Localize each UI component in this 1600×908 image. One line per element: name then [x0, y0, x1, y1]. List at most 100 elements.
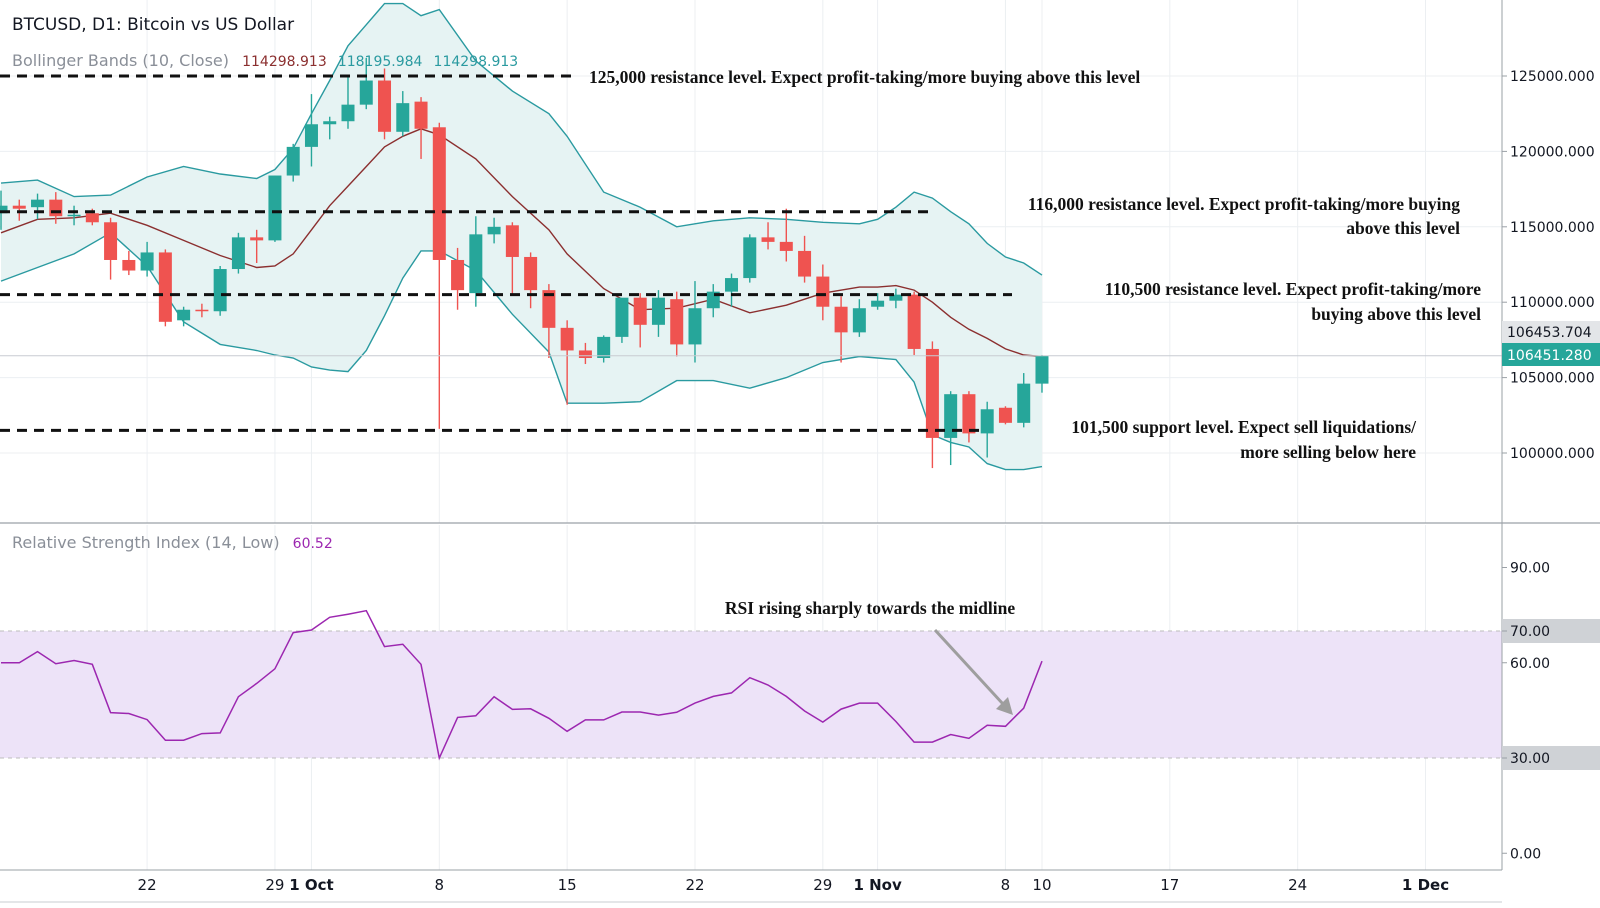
rsi-tick-label-2: 60.00	[1510, 656, 1550, 672]
candle-body	[651, 297, 665, 325]
price-tag-reference-label: 106453.704	[1507, 325, 1592, 341]
candle-day-42	[505, 222, 519, 295]
candle-body	[925, 348, 939, 438]
candle-body	[323, 121, 337, 125]
candle-day-22	[140, 241, 154, 277]
candle-day-36	[396, 91, 410, 137]
candle-body	[104, 222, 118, 260]
bb-lower-line	[0, 231, 1043, 471]
candle-day-57	[779, 208, 793, 262]
rsi-tick-tag-3	[1502, 746, 1600, 770]
date-tick-label-2: 1 Oct	[289, 876, 333, 894]
candle-day-32	[323, 116, 337, 140]
candle-body	[31, 199, 45, 208]
candle-day-15	[12, 199, 26, 221]
candles-layer	[0, 57, 1049, 469]
candle-body	[779, 241, 793, 251]
candle-body	[432, 127, 446, 260]
candle-day-43	[524, 252, 538, 309]
candle-body	[12, 205, 26, 209]
rsi-tick-label-3: 30.00	[1510, 751, 1550, 767]
candle-day-54	[725, 273, 739, 307]
candle-body	[286, 146, 300, 176]
rsi-legend: Relative Strength Index (14, Low) 60.52	[12, 533, 333, 552]
candle-body	[140, 252, 154, 271]
candle-day-48	[615, 297, 629, 343]
candle-day-70	[1017, 373, 1031, 428]
candle-body	[834, 306, 848, 333]
bb-fill	[1, 3, 1042, 470]
candle-body	[487, 226, 501, 235]
price-tick-label-5: 100000.000	[1510, 446, 1595, 462]
candle-body	[816, 276, 830, 307]
candle-body	[670, 299, 684, 345]
bb-legend-upper-value: 118195.984	[338, 54, 423, 70]
candle-body	[542, 290, 556, 328]
candle-body	[907, 294, 921, 349]
candle-body	[998, 407, 1012, 423]
candle-body	[944, 394, 958, 438]
price-tick-label-3: 110000.000	[1510, 295, 1595, 311]
candle-day-47	[597, 335, 611, 363]
candle-day-23	[158, 249, 172, 327]
candle-day-30	[286, 143, 300, 182]
candle-day-38	[432, 122, 446, 429]
annotation-116000-line2: above this level	[1346, 218, 1460, 238]
candle-day-26	[213, 266, 227, 316]
candle-day-63	[889, 288, 903, 309]
candle-body	[505, 225, 519, 257]
candle-day-67	[962, 391, 976, 443]
rsi-tick-label-4: 0.00	[1510, 846, 1541, 862]
rsi-tick-label-0: 90.00	[1510, 561, 1550, 577]
date-tick-label-11: 24	[1288, 876, 1307, 894]
bb-legend-lower-value: 114298.913	[434, 54, 519, 70]
candle-day-56	[761, 222, 775, 250]
rsi-tick-tag-1	[1502, 619, 1600, 643]
candle-day-24	[177, 306, 191, 327]
candle-day-61	[852, 299, 866, 337]
candle-day-31	[304, 94, 318, 167]
candle-day-41	[487, 217, 501, 244]
candle-body	[158, 252, 172, 322]
candle-day-40	[469, 216, 483, 307]
date-tick-label-8: 8	[1001, 876, 1011, 894]
candle-day-39	[451, 247, 465, 310]
annotation-110500-line1: 110,500 resistance level. Expect profit-…	[1105, 279, 1481, 299]
candle-day-44	[542, 284, 556, 358]
date-tick-label-9: 10	[1032, 876, 1051, 894]
bb-upper-line	[0, 2, 1043, 276]
candle-body	[250, 237, 264, 241]
candle-body	[177, 309, 191, 321]
candle-body	[560, 327, 574, 351]
date-tick-label-4: 15	[558, 876, 577, 894]
levels-layer	[0, 74, 1502, 432]
candle-day-49	[633, 293, 647, 348]
candle-body	[1017, 383, 1031, 423]
price-tick-label-4: 105000.000	[1510, 371, 1595, 387]
candle-day-58	[798, 235, 812, 283]
date-tick-label-12: 1 Dec	[1402, 876, 1449, 894]
candle-day-65	[925, 341, 939, 469]
candle-day-16	[31, 193, 45, 220]
candle-day-51	[670, 291, 684, 357]
annotation-116000-line1: 116,000 resistance level. Expect profit-…	[1028, 194, 1460, 214]
price-tick-label-0: 125000.000	[1510, 69, 1595, 85]
date-tick-label-3: 8	[435, 876, 445, 894]
rsi-legend-value: 60.52	[293, 536, 333, 552]
candle-body	[761, 237, 775, 242]
rsi-annotation-arrow	[933, 628, 1013, 715]
candle-body	[231, 237, 245, 270]
candle-body	[451, 259, 465, 291]
candle-day-25	[195, 303, 209, 318]
candle-day-28	[250, 229, 264, 263]
candle-day-68	[980, 401, 994, 458]
candle-body	[633, 297, 647, 325]
date-tick-label-5: 22	[685, 876, 704, 894]
candle-day-62	[871, 293, 885, 310]
candle-body	[615, 297, 629, 337]
candle-body	[122, 259, 136, 271]
candle-day-55	[743, 234, 757, 283]
